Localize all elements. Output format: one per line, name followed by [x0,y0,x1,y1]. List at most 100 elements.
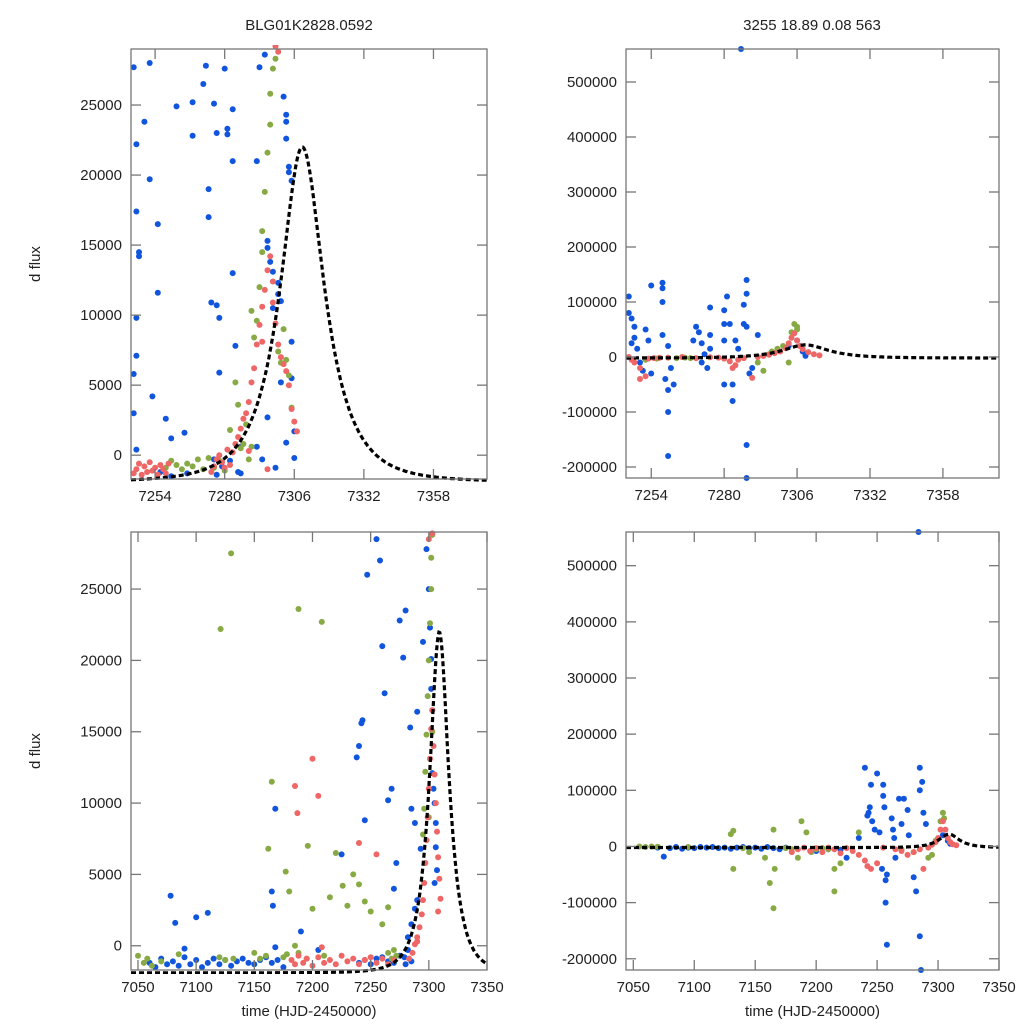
series-blue [654,529,954,973]
data-point [181,954,188,961]
data-point [634,345,641,352]
data-point [350,871,357,878]
data-point [766,880,773,886]
data-point [318,944,325,951]
data-point [148,962,155,969]
data-point [428,586,435,593]
data-point [402,961,409,968]
data-point [732,337,739,344]
data-point [275,348,282,355]
data-point [144,469,151,475]
data-point [855,851,862,858]
data-point [408,805,415,812]
x-tick-label: 7150 [739,979,772,996]
data-point [288,338,295,345]
data-point [892,854,899,861]
plot-frame [625,48,1000,479]
data-point [162,470,169,477]
data-point [904,851,911,858]
data-point [916,846,923,853]
panel-bottom-right: 7050 7100 7150 7200 7250 7300 7350 -200000 -1000… [562,529,1016,1020]
data-point [292,783,298,789]
data-point [288,957,295,963]
data-point [423,731,430,738]
data-point [922,821,929,827]
data-point [803,829,810,836]
data-point [239,955,246,962]
data-point [414,938,421,945]
data-point [265,845,272,852]
series-blue [626,46,809,481]
x-axis-title: time (HJD-2450000) [745,1003,880,1020]
data-point [300,959,307,966]
data-point [205,186,212,193]
data-point [798,818,805,825]
data-point [726,358,733,365]
data-point [261,286,268,293]
data-point [381,690,388,697]
data-point [843,854,850,861]
data-point [269,65,276,72]
data-point [379,643,386,650]
data-point [631,359,638,366]
data-point [707,304,714,311]
data-point [304,842,311,849]
data-point [146,459,153,466]
data-point [272,944,279,951]
x-tick-label: 7350 [470,979,503,996]
data-point [704,365,711,371]
data-point [216,369,223,376]
data-point [637,376,643,382]
model-curve [626,832,999,850]
data-point [431,771,438,778]
data-point [224,446,231,453]
data-point [762,854,768,861]
data-point [259,249,266,256]
data-point [849,848,856,854]
data-point [267,121,274,128]
data-point [417,845,424,852]
model-curve [131,629,487,974]
y-tick-label: 400000 [567,129,617,146]
plot-frame [130,48,488,480]
data-point [743,323,750,330]
data-point [251,365,258,372]
data-point [881,804,888,811]
data-point [269,299,276,306]
data-point [743,277,750,283]
data-point [173,462,180,468]
data-point [210,955,217,962]
data-point [240,415,247,422]
data-point [208,469,215,475]
data-point [285,163,292,170]
data-point [267,258,274,265]
data-point [288,406,295,412]
data-point [309,755,316,762]
data-point [261,188,268,195]
data-point [356,961,362,968]
data-point [409,949,416,956]
y-tick-label: 400000 [567,614,617,631]
data-point [770,826,777,833]
panel-title-left: BLG01K2828.0592 [245,17,373,34]
data-point [665,453,672,459]
data-point [326,894,333,901]
data-point [140,959,147,966]
data-point [794,337,801,344]
data-point [280,361,287,368]
data-point [388,785,395,792]
data-point [435,908,442,915]
data-point [367,954,374,961]
data-point [729,398,736,404]
data-point [831,888,838,895]
data-point [626,293,632,300]
data-point [740,301,747,308]
data-point [326,957,333,963]
data-point [280,93,287,100]
data-point [237,425,244,432]
data-point [888,815,895,822]
data-point [721,337,728,344]
data-point [400,654,407,661]
data-point [434,867,440,874]
